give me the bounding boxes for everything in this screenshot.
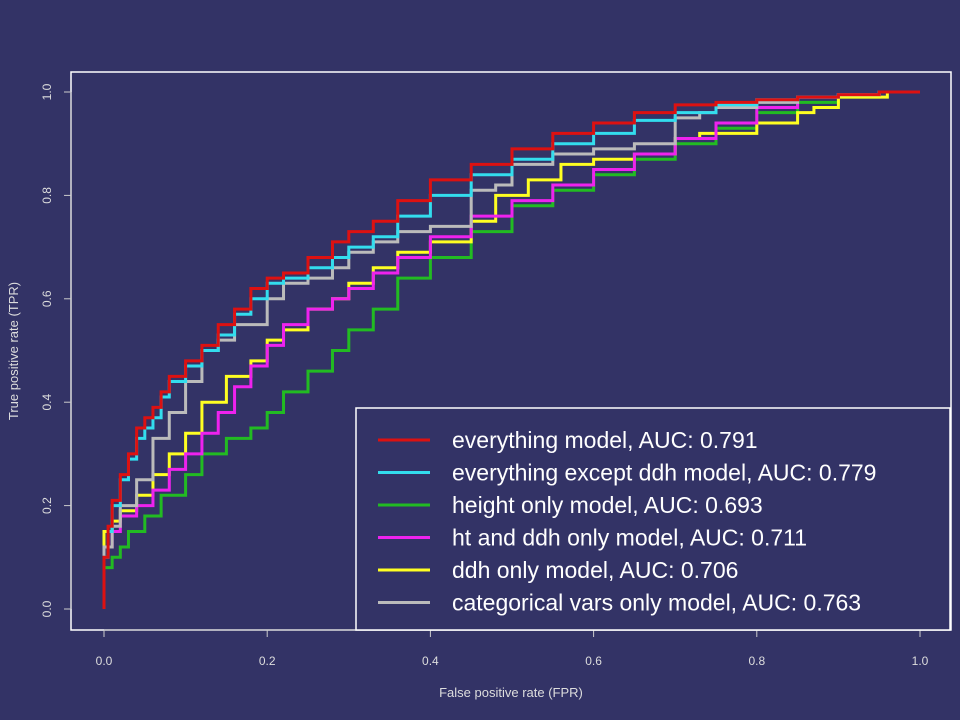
series-line-1 <box>102 90 920 609</box>
y-tick-label: 0.2 <box>40 497 54 514</box>
series-group <box>102 90 920 609</box>
x-axis-title: False positive rate (FPR) <box>439 685 583 700</box>
y-tick-label: 0.0 <box>40 600 54 617</box>
y-tick-label: 0.8 <box>40 187 54 204</box>
y-tick-label: 1.0 <box>40 83 54 100</box>
x-tick-label: 0.4 <box>422 654 439 668</box>
legend-label-0: everything model, AUC: 0.791 <box>452 427 758 453</box>
x-tick-label: 0.0 <box>96 654 113 668</box>
y-tick-label: 0.6 <box>40 290 54 307</box>
y-tick-label: 0.4 <box>40 394 54 411</box>
y-axis-title: True positive rate (TPR) <box>6 282 21 420</box>
legend: everything model, AUC: 0.791 everything e… <box>355 407 951 631</box>
legend-label-4: ddh only model, AUC: 0.706 <box>452 557 738 583</box>
x-tick-label: 0.2 <box>259 654 276 668</box>
series-line-0 <box>102 90 920 609</box>
x-tick-label: 1.0 <box>912 654 929 668</box>
legend-items: everything model, AUC: 0.791 everything e… <box>378 427 876 616</box>
x-tick-label: 0.8 <box>748 654 765 668</box>
legend-label-5: categorical vars only model, AUC: 0.763 <box>452 590 861 616</box>
legend-label-3: ht and ddh only model, AUC: 0.711 <box>452 525 807 551</box>
legend-label-2: height only model, AUC: 0.693 <box>452 492 763 518</box>
series-line-3 <box>102 90 920 609</box>
x-tick-label: 0.6 <box>585 654 602 668</box>
legend-label-1: everything except ddh model, AUC: 0.779 <box>452 460 876 486</box>
y-axis: 0.0 0.2 0.4 0.6 0.8 1.0 <box>40 83 72 617</box>
legend-box <box>355 407 951 631</box>
x-axis: 0.0 0.2 0.4 0.6 0.8 1.0 <box>96 629 929 668</box>
